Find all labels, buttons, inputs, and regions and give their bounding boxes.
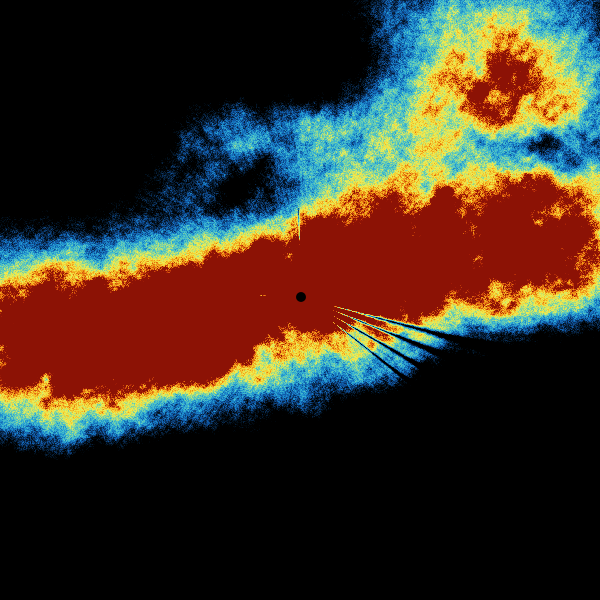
radar-reflectivity-canvas — [0, 0, 600, 600]
radar-reflectivity-image: Weather Radar Reflectivity PPI — [0, 0, 600, 600]
